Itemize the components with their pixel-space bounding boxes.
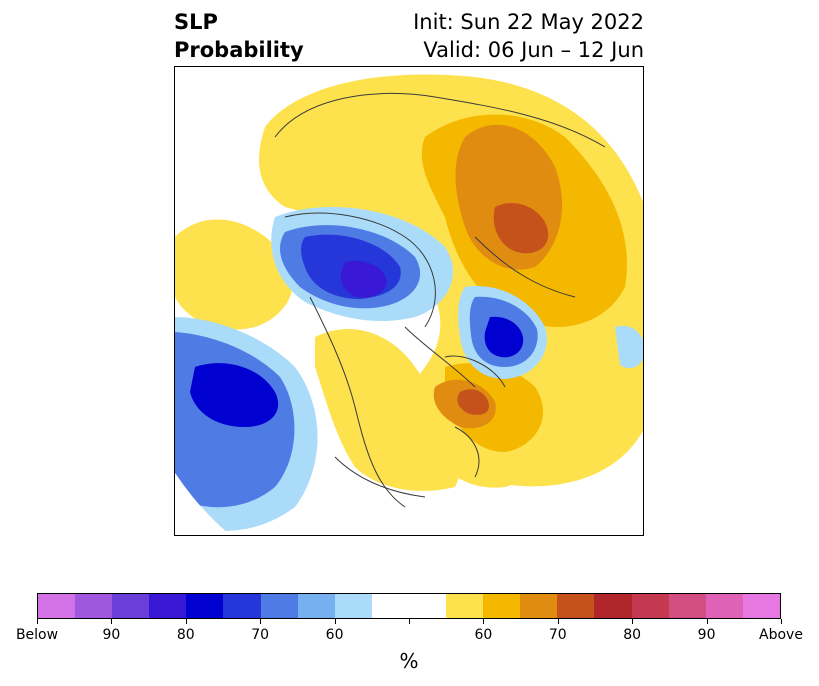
colorbar-tick-mark: [111, 619, 113, 624]
colorbar-swatch: [483, 594, 521, 618]
colorbar-tick-mark: [334, 619, 336, 624]
colorbar: [37, 593, 781, 619]
chart-title-right: Init: Sun 22 May 2022 Valid: 06 Jun – 12…: [413, 8, 644, 64]
colorbar-tick-mark: [557, 619, 559, 624]
chart-title-left: SLP Probability: [174, 8, 304, 64]
colorbar-swatch: [223, 594, 261, 618]
colorbar-tick-label: 80: [176, 627, 195, 643]
title-valid-range: Valid: 06 Jun – 12 Jun: [423, 38, 644, 62]
colorbar-tick-label: 60: [325, 627, 344, 643]
above-80-newfoundland: [457, 389, 490, 415]
colorbar-swatch: [38, 594, 76, 618]
colorbar-swatch: [668, 594, 706, 618]
title-product: Probability: [174, 38, 304, 62]
colorbar-tick-mark: [483, 619, 485, 624]
colorbar-tick-mark: [185, 619, 187, 624]
probability-map: [174, 66, 644, 536]
colorbar-tick-label: 70: [548, 627, 567, 643]
colorbar-tick-label: 70: [251, 627, 270, 643]
colorbar-tick-label: 90: [102, 627, 121, 643]
colorbar-tick-label: 90: [697, 627, 716, 643]
colorbar-tick-mark: [260, 619, 262, 624]
colorbar-tick-mark: [37, 619, 38, 624]
title-variable: SLP: [174, 10, 218, 34]
colorbar-swatch: [297, 594, 335, 618]
colorbar-tick-mark: [781, 619, 782, 624]
colorbar-swatch: [705, 594, 743, 618]
probability-fields: [175, 74, 643, 531]
map-canvas: [175, 74, 643, 531]
colorbar-tick-mark: [632, 619, 634, 624]
colorbar-unit: %: [399, 649, 419, 673]
colorbar-swatch: [594, 594, 632, 618]
colorbar-swatch: [520, 594, 558, 618]
below-core-arctic: [340, 260, 387, 298]
colorbar-swatch: [631, 594, 669, 618]
colorbar-swatch: [112, 594, 150, 618]
colorbar-swatch: [334, 594, 372, 618]
above-80-siberia: [493, 203, 549, 254]
below-dark-pacific: [190, 363, 279, 427]
colorbar-swatch: [260, 594, 298, 618]
colorbar-tick-label: 80: [623, 627, 642, 643]
colorbar-swatch: [75, 594, 113, 618]
colorbar-tick-label: 60: [474, 627, 493, 643]
colorbar-swatch: [557, 594, 595, 618]
coastlines: [274, 92, 606, 508]
title-init-date: Init: Sun 22 May 2022: [413, 10, 644, 34]
colorbar-swatch: [446, 594, 484, 618]
colorbar-tick-mark: [409, 619, 410, 624]
colorbar-swatch: [408, 594, 447, 618]
colorbar-tick-mark: [706, 619, 708, 624]
above-field-northpacific: [175, 219, 294, 330]
below-dark-atlantic: [484, 316, 524, 358]
colorbar-swatch: [149, 594, 187, 618]
colorbar-swatch: [742, 594, 780, 618]
colorbar-swatch: [371, 594, 409, 618]
below-light-eurasia-edge: [615, 325, 643, 369]
colorbar-tick-label: Above: [759, 627, 803, 643]
colorbar-swatch: [186, 594, 224, 618]
colorbar-tick-label: Below: [15, 627, 59, 643]
above-field-north-america: [315, 328, 462, 491]
